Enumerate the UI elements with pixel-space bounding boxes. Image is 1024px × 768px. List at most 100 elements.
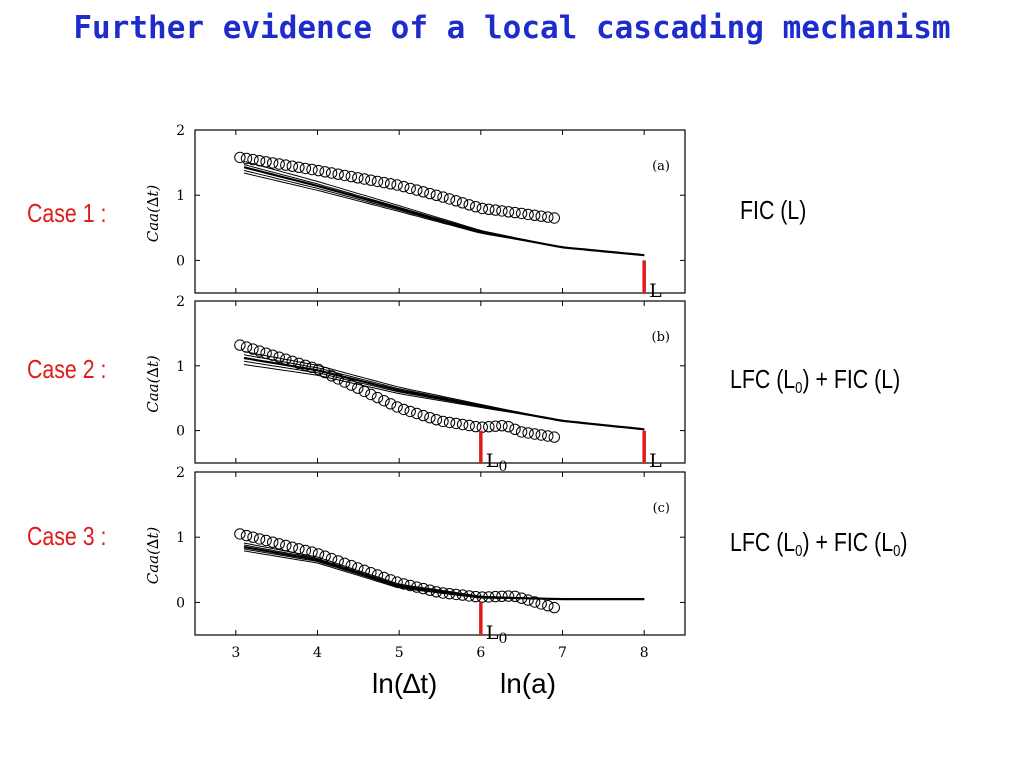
right-label-3-sub1: 0 [795, 543, 803, 560]
data-point [267, 536, 279, 548]
data-point [542, 211, 554, 223]
data-point [509, 423, 521, 435]
data-point [378, 176, 390, 189]
data-point [450, 588, 462, 601]
data-point [253, 155, 266, 167]
panel-2: 0 1 2 Caa(∆t) (b) L0 L [144, 294, 686, 475]
data-point [542, 600, 554, 612]
model-curve [243, 160, 645, 256]
data-point [398, 403, 410, 416]
data-point [286, 355, 298, 367]
data-point [319, 550, 331, 562]
data-point [398, 180, 410, 193]
data-point [273, 351, 285, 363]
data-point [443, 193, 456, 205]
data-point [509, 590, 521, 602]
data-point [339, 376, 351, 388]
data-point [240, 341, 253, 353]
case-label-1: Case 1 : [27, 198, 107, 228]
data-point [496, 205, 508, 217]
data-point [352, 172, 364, 184]
right-label-1: FIC (L) [740, 195, 806, 226]
data-point [325, 552, 338, 565]
x-tick-label: 7 [558, 645, 567, 661]
data-point [234, 528, 246, 540]
slide-title: Further evidence of a local cascading me… [73, 10, 951, 46]
data-point [299, 359, 312, 371]
data-point [411, 407, 423, 420]
data-point [496, 420, 508, 432]
data-point [312, 363, 325, 376]
data-point [391, 401, 403, 413]
model-curve [243, 542, 645, 600]
data-point [496, 590, 508, 602]
data-point [509, 206, 521, 219]
data-point [358, 385, 371, 398]
data-point [548, 431, 560, 443]
data-point [515, 592, 528, 604]
data-point [325, 370, 338, 382]
right-label-3-pre: LFC (L [730, 527, 796, 557]
data-point [358, 173, 371, 185]
data-point [378, 571, 390, 584]
data-point [535, 598, 547, 610]
data-point [489, 590, 502, 603]
x-tick-label: 8 [640, 645, 649, 661]
right-label-3-mid: ) + FIC (L [802, 527, 894, 557]
data-point [417, 186, 429, 198]
scale-marker-label: L [649, 450, 662, 472]
data-point [280, 159, 292, 171]
data-point [411, 184, 423, 196]
x-axis-label-a: ln(a) [500, 668, 557, 699]
data-point [483, 203, 495, 216]
data-point [358, 564, 371, 576]
data-point [339, 557, 351, 569]
data-point [371, 391, 384, 404]
data-point [430, 414, 443, 426]
data-point [306, 546, 318, 558]
x-tick-label: 5 [395, 645, 404, 661]
data-point [299, 544, 312, 557]
data-point [463, 590, 475, 602]
panel-tag: (a) [652, 159, 670, 174]
right-label-2-sub1: 0 [795, 380, 803, 397]
data-point [286, 541, 298, 553]
data-point [424, 412, 436, 424]
data-point [365, 388, 377, 401]
data-point [522, 594, 534, 606]
y-axis-label: Caa(∆t) [144, 185, 162, 243]
data-point [384, 178, 397, 190]
data-point [319, 166, 331, 178]
data-point [456, 197, 469, 209]
data-point [548, 212, 560, 224]
data-point [417, 582, 429, 595]
y-axis-label: Caa(∆t) [144, 355, 162, 413]
model-curve [243, 360, 645, 430]
data-point [293, 161, 305, 174]
data-point [267, 157, 279, 169]
y-tick-label: 2 [176, 294, 185, 310]
data-point [371, 569, 384, 581]
panel-tag: (b) [652, 330, 670, 345]
data-point [483, 591, 495, 603]
data-point [489, 420, 502, 432]
data-point [293, 543, 305, 555]
x-tick-label: 3 [231, 645, 240, 661]
y-tick-label: 2 [176, 465, 185, 481]
data-point [515, 207, 528, 220]
x-tick-label: 6 [476, 645, 485, 661]
y-tick-label: 1 [176, 188, 185, 204]
data-point [470, 201, 482, 213]
data-point [398, 578, 410, 590]
x-tick-label: 4 [313, 645, 322, 661]
data-point [345, 559, 357, 572]
panel-tag: (c) [653, 501, 670, 516]
data-point [391, 576, 403, 588]
y-tick-label: 0 [176, 595, 185, 611]
data-point [443, 416, 456, 429]
data-point [548, 601, 560, 614]
data-point [437, 415, 449, 428]
data-point [542, 430, 554, 442]
data-point [502, 590, 515, 602]
